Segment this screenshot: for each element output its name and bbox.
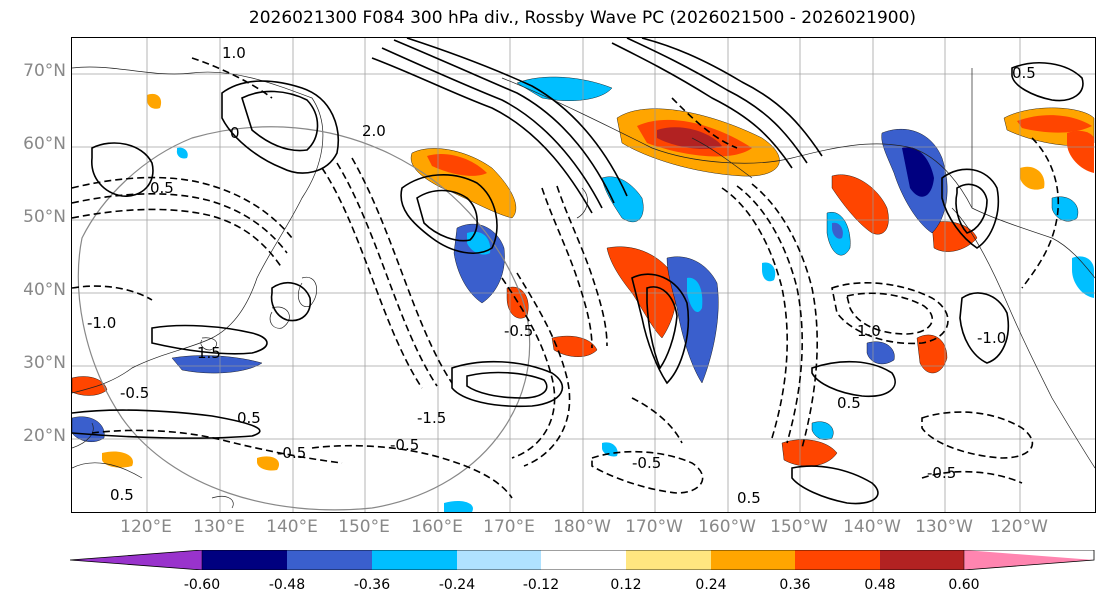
contour-label: -0.5: [277, 444, 306, 462]
lon-label-120e: 120°E: [120, 517, 172, 537]
lat-label-30n: 30°N: [23, 353, 66, 373]
contour-label: -0.5: [504, 322, 533, 340]
lat-label-70n: 70°N: [23, 61, 66, 81]
contour-label: 1.0: [857, 322, 881, 340]
contour-label: -0.5: [632, 454, 661, 472]
colorbar-segment: [372, 550, 457, 570]
contour-label: 0.5: [237, 409, 261, 427]
colorbar-tick-label: 0.36: [779, 577, 811, 593]
lon-label-140w: 140°W: [843, 517, 901, 537]
contour-label: -0.5: [390, 436, 419, 454]
contour-label: 0.5: [110, 486, 134, 504]
reference-circle: [77, 126, 531, 511]
contour-labels: 0.5 -0.5 1.0 -1.0 1.5 -1.5 2.0 0 0.5 -0.…: [87, 44, 1036, 507]
colorbar-tick-label: -0.60: [183, 577, 221, 593]
contour-label: -1.0: [87, 314, 116, 332]
lon-label-130w: 130°W: [915, 517, 973, 537]
coastlines: [72, 66, 1095, 509]
shaded-anomalies: [72, 76, 1095, 512]
contour-label: 0.5: [150, 179, 174, 197]
lon-label-150e: 150°E: [338, 517, 390, 537]
contour-label: 2.0: [362, 122, 386, 140]
lat-label-40n: 40°N: [23, 280, 66, 300]
contour-label: 1.0: [222, 44, 246, 62]
colorbar-segment: [626, 550, 711, 570]
lon-label-150w: 150°W: [770, 517, 828, 537]
map-title: 2026021300 F084 300 hPa div., Rossby Wav…: [248, 8, 917, 28]
graticule: [72, 38, 1095, 512]
colorbar-segment: [541, 550, 626, 570]
colorbar-segment: [70, 550, 202, 570]
map-canvas: 0.5 -0.5 1.0 -1.0 1.5 -1.5 2.0 0 0.5 -0.…: [72, 38, 1095, 512]
colorbar-segment: [287, 550, 372, 570]
lon-label-160e: 160°E: [411, 517, 463, 537]
contour-label: 0.5: [1012, 64, 1036, 82]
contour-label: 0.5: [837, 394, 861, 412]
contour-label: 1.5: [197, 344, 221, 362]
contour-label: -0.5: [927, 464, 956, 482]
contour-label: -0.5: [120, 384, 149, 402]
lat-label-50n: 50°N: [23, 207, 66, 227]
lon-label-140e: 140°E: [266, 517, 318, 537]
colorbar-segment: [795, 550, 880, 570]
lon-label-170w: 170°W: [625, 517, 683, 537]
contour-label: 0.5: [737, 489, 761, 507]
lat-label-60n: 60°N: [23, 134, 66, 154]
colorbar-tick-label: -0.48: [268, 577, 306, 593]
colorbar-tick-label: -0.36: [353, 577, 391, 593]
map-panel: 0.5 -0.5 1.0 -1.0 1.5 -1.5 2.0 0 0.5 -0.…: [71, 37, 1096, 513]
colorbar: [70, 550, 1095, 570]
colorbar-segment: [711, 550, 795, 570]
contour-label: -1.5: [417, 409, 446, 427]
colorbar-segment: [880, 550, 964, 570]
contour-label: 0: [230, 124, 240, 142]
colorbar-tick-label: 0.12: [610, 577, 642, 593]
lon-label-180w: 180°W: [553, 517, 611, 537]
colorbar-segment: [964, 550, 1094, 570]
colorbar-tick-label: 0.60: [948, 577, 980, 593]
negative-contours: [72, 57, 1060, 499]
lon-label-120w: 120°W: [990, 517, 1048, 537]
colorbar-segment: [457, 550, 541, 570]
contour-label: -1.0: [977, 329, 1006, 347]
positive-contours: [72, 38, 1084, 505]
lon-label-170e: 170°E: [483, 517, 535, 537]
lon-label-130e: 130°E: [193, 517, 245, 537]
lat-label-20n: 20°N: [23, 426, 66, 446]
colorbar-tick-label: 0.24: [695, 577, 727, 593]
colorbar-tick-label: 0.48: [864, 577, 896, 593]
colorbar-segment: [202, 550, 287, 570]
lon-label-160w: 160°W: [698, 517, 756, 537]
colorbar-tick-label: -0.24: [438, 577, 476, 593]
colorbar-tick-label: -0.12: [522, 577, 560, 593]
